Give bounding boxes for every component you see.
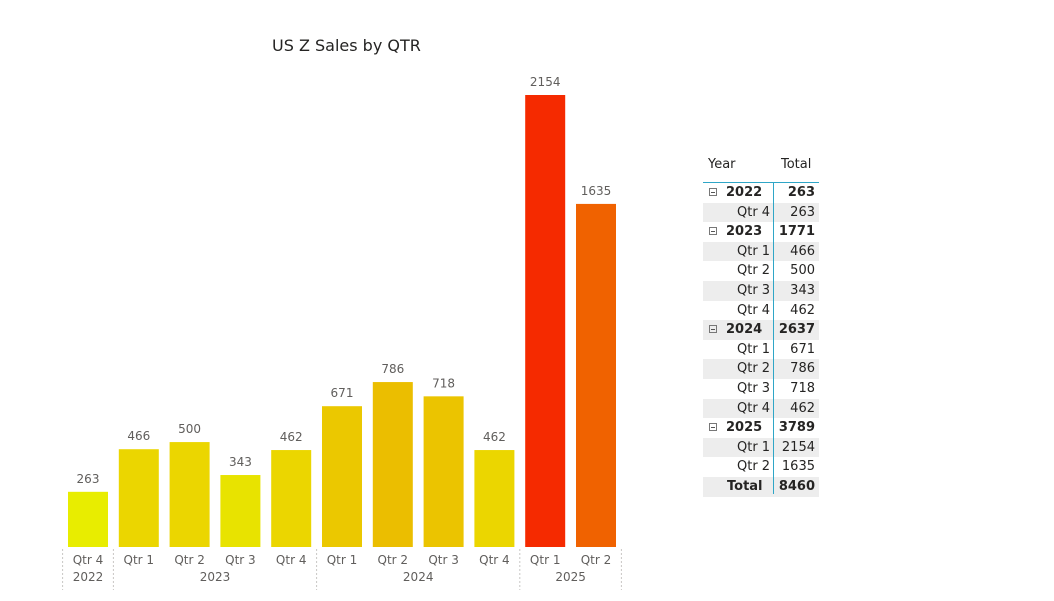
matrix-row-value: 718 — [790, 380, 815, 396]
x-tick-label: Qtr 3 — [428, 553, 459, 567]
matrix-row-label: 2024 — [726, 322, 763, 338]
matrix-row-label: Qtr 4 — [737, 400, 771, 416]
sales-matrix: Year Total 2022 263 Qtr 4 263 2023 1771 Qtr 1 4… — [703, 153, 819, 497]
matrix-header: Year Total — [703, 153, 819, 183]
collapse-icon[interactable] — [709, 423, 717, 432]
matrix-row-value: 343 — [790, 282, 815, 298]
matrix-year-row[interactable]: 2025 3789 — [703, 418, 819, 438]
matrix-quarter-row[interactable]: Qtr 1 466 — [703, 241, 819, 262]
chart-title: US Z Sales by QTR — [272, 36, 421, 55]
x-tick-label: Qtr 2 — [378, 553, 409, 567]
matrix-row-label: Qtr 2 — [737, 263, 771, 279]
matrix-row-value: 786 — [790, 361, 815, 377]
matrix-row-label: 2025 — [726, 420, 763, 436]
matrix-quarter-row[interactable]: Qtr 3 718 — [703, 379, 819, 399]
matrix-row-label: Qtr 2 — [737, 361, 771, 377]
matrix-row-label: Qtr 4 — [737, 302, 771, 318]
matrix-row-value: 2154 — [781, 439, 815, 455]
bar[interactable] — [118, 449, 159, 547]
bar[interactable] — [423, 396, 464, 547]
matrix-row-label: 2023 — [726, 224, 763, 240]
matrix-quarter-row[interactable]: Qtr 1 2154 — [703, 437, 819, 458]
matrix-year-row[interactable]: 2023 1771 — [703, 222, 819, 242]
matrix-header-year[interactable]: Year — [708, 157, 736, 172]
matrix-quarter-row[interactable]: Qtr 1 671 — [703, 340, 819, 360]
x-tick-label: Qtr 4 — [73, 553, 104, 567]
x-tick-label: Qtr 1 — [530, 553, 561, 567]
matrix-row-label: Qtr 1 — [737, 243, 771, 259]
matrix-header-total[interactable]: Total — [781, 157, 812, 172]
matrix-row-value: 671 — [790, 341, 815, 357]
matrix-row-value: 263 — [790, 204, 815, 220]
data-label: 500 — [178, 422, 201, 436]
matrix-row-label: Qtr 3 — [737, 282, 771, 298]
matrix-row-label: Qtr 3 — [737, 380, 771, 396]
x-group-label: 2022 — [73, 570, 104, 584]
matrix-quarter-row[interactable]: Qtr 4 263 — [703, 202, 819, 223]
matrix-body: 2022 263 Qtr 4 263 2023 1771 Qtr 1 466 Qtr 2 500 Q… — [703, 183, 819, 497]
matrix-total-row[interactable]: Total 8460 — [703, 476, 819, 497]
matrix-year-row[interactable]: 2024 2637 — [703, 320, 819, 340]
matrix-row-value: 466 — [790, 243, 815, 259]
data-label: 1635 — [581, 184, 612, 198]
matrix-row-value: 3789 — [778, 420, 815, 436]
matrix-row-value: 1771 — [778, 224, 815, 240]
matrix-row-value: 462 — [790, 302, 815, 318]
matrix-row-label: Qtr 4 — [737, 204, 771, 220]
x-tick-label: Qtr 1 — [327, 553, 358, 567]
bar[interactable] — [474, 450, 515, 547]
bar[interactable] — [372, 382, 413, 547]
collapse-icon[interactable] — [709, 227, 717, 236]
x-tick-label: Qtr 4 — [276, 553, 307, 567]
matrix-row-label: Qtr 1 — [737, 439, 771, 455]
x-tick-label: Qtr 2 — [174, 553, 205, 567]
matrix-row-label: 2022 — [726, 185, 763, 200]
matrix-row-label: Total — [727, 478, 763, 494]
data-label: 671 — [331, 386, 354, 400]
x-group-label: 2023 — [200, 570, 231, 584]
matrix-row-label: Qtr 2 — [737, 459, 771, 475]
x-tick-label: Qtr 3 — [225, 553, 256, 567]
x-group-label: 2024 — [403, 570, 434, 584]
bar[interactable] — [576, 203, 616, 547]
matrix-quarter-row[interactable]: Qtr 3 343 — [703, 280, 819, 301]
matrix-quarter-row[interactable]: Qtr 2 786 — [703, 359, 819, 379]
bar-chart: 263 Qtr 4 466 Qtr 1 500 Qtr 2 343 Qtr 3 462 Qtr 4… — [62, 75, 622, 590]
bar[interactable] — [220, 475, 261, 547]
matrix-row-value: 2637 — [778, 322, 815, 338]
x-tick-label: Qtr 1 — [124, 553, 155, 567]
data-label: 466 — [127, 429, 150, 443]
data-label: 462 — [280, 430, 303, 444]
matrix-quarter-row[interactable]: Qtr 4 462 — [703, 301, 819, 321]
matrix-row-value: 1635 — [781, 459, 815, 475]
data-label: 343 — [229, 455, 252, 469]
bar[interactable] — [271, 450, 312, 547]
matrix-row-value: 263 — [787, 185, 815, 200]
bar[interactable] — [525, 95, 566, 547]
matrix-row-label: Qtr 1 — [737, 341, 771, 357]
bar[interactable] — [169, 442, 210, 547]
data-label: 462 — [483, 430, 506, 444]
x-tick-label: Qtr 2 — [581, 553, 612, 567]
matrix-row-value: 8460 — [778, 478, 815, 494]
matrix-quarter-row[interactable]: Qtr 2 1635 — [703, 457, 819, 477]
x-group-label: 2025 — [555, 570, 586, 584]
x-tick-label: Qtr 4 — [479, 553, 510, 567]
bar[interactable] — [322, 406, 362, 547]
matrix-quarter-row[interactable]: Qtr 4 462 — [703, 398, 819, 419]
data-label: 263 — [77, 472, 100, 486]
collapse-icon[interactable] — [709, 188, 717, 196]
bar[interactable] — [68, 491, 108, 547]
matrix-year-row[interactable]: 2022 263 — [703, 183, 819, 203]
collapse-icon[interactable] — [709, 325, 717, 334]
data-label: 2154 — [530, 75, 561, 89]
data-label: 718 — [432, 376, 455, 390]
matrix-row-value: 500 — [790, 263, 815, 279]
data-label: 786 — [381, 362, 404, 376]
matrix-quarter-row[interactable]: Qtr 2 500 — [703, 261, 819, 281]
matrix-row-value: 462 — [790, 400, 815, 416]
matrix-column-divider — [773, 182, 774, 494]
